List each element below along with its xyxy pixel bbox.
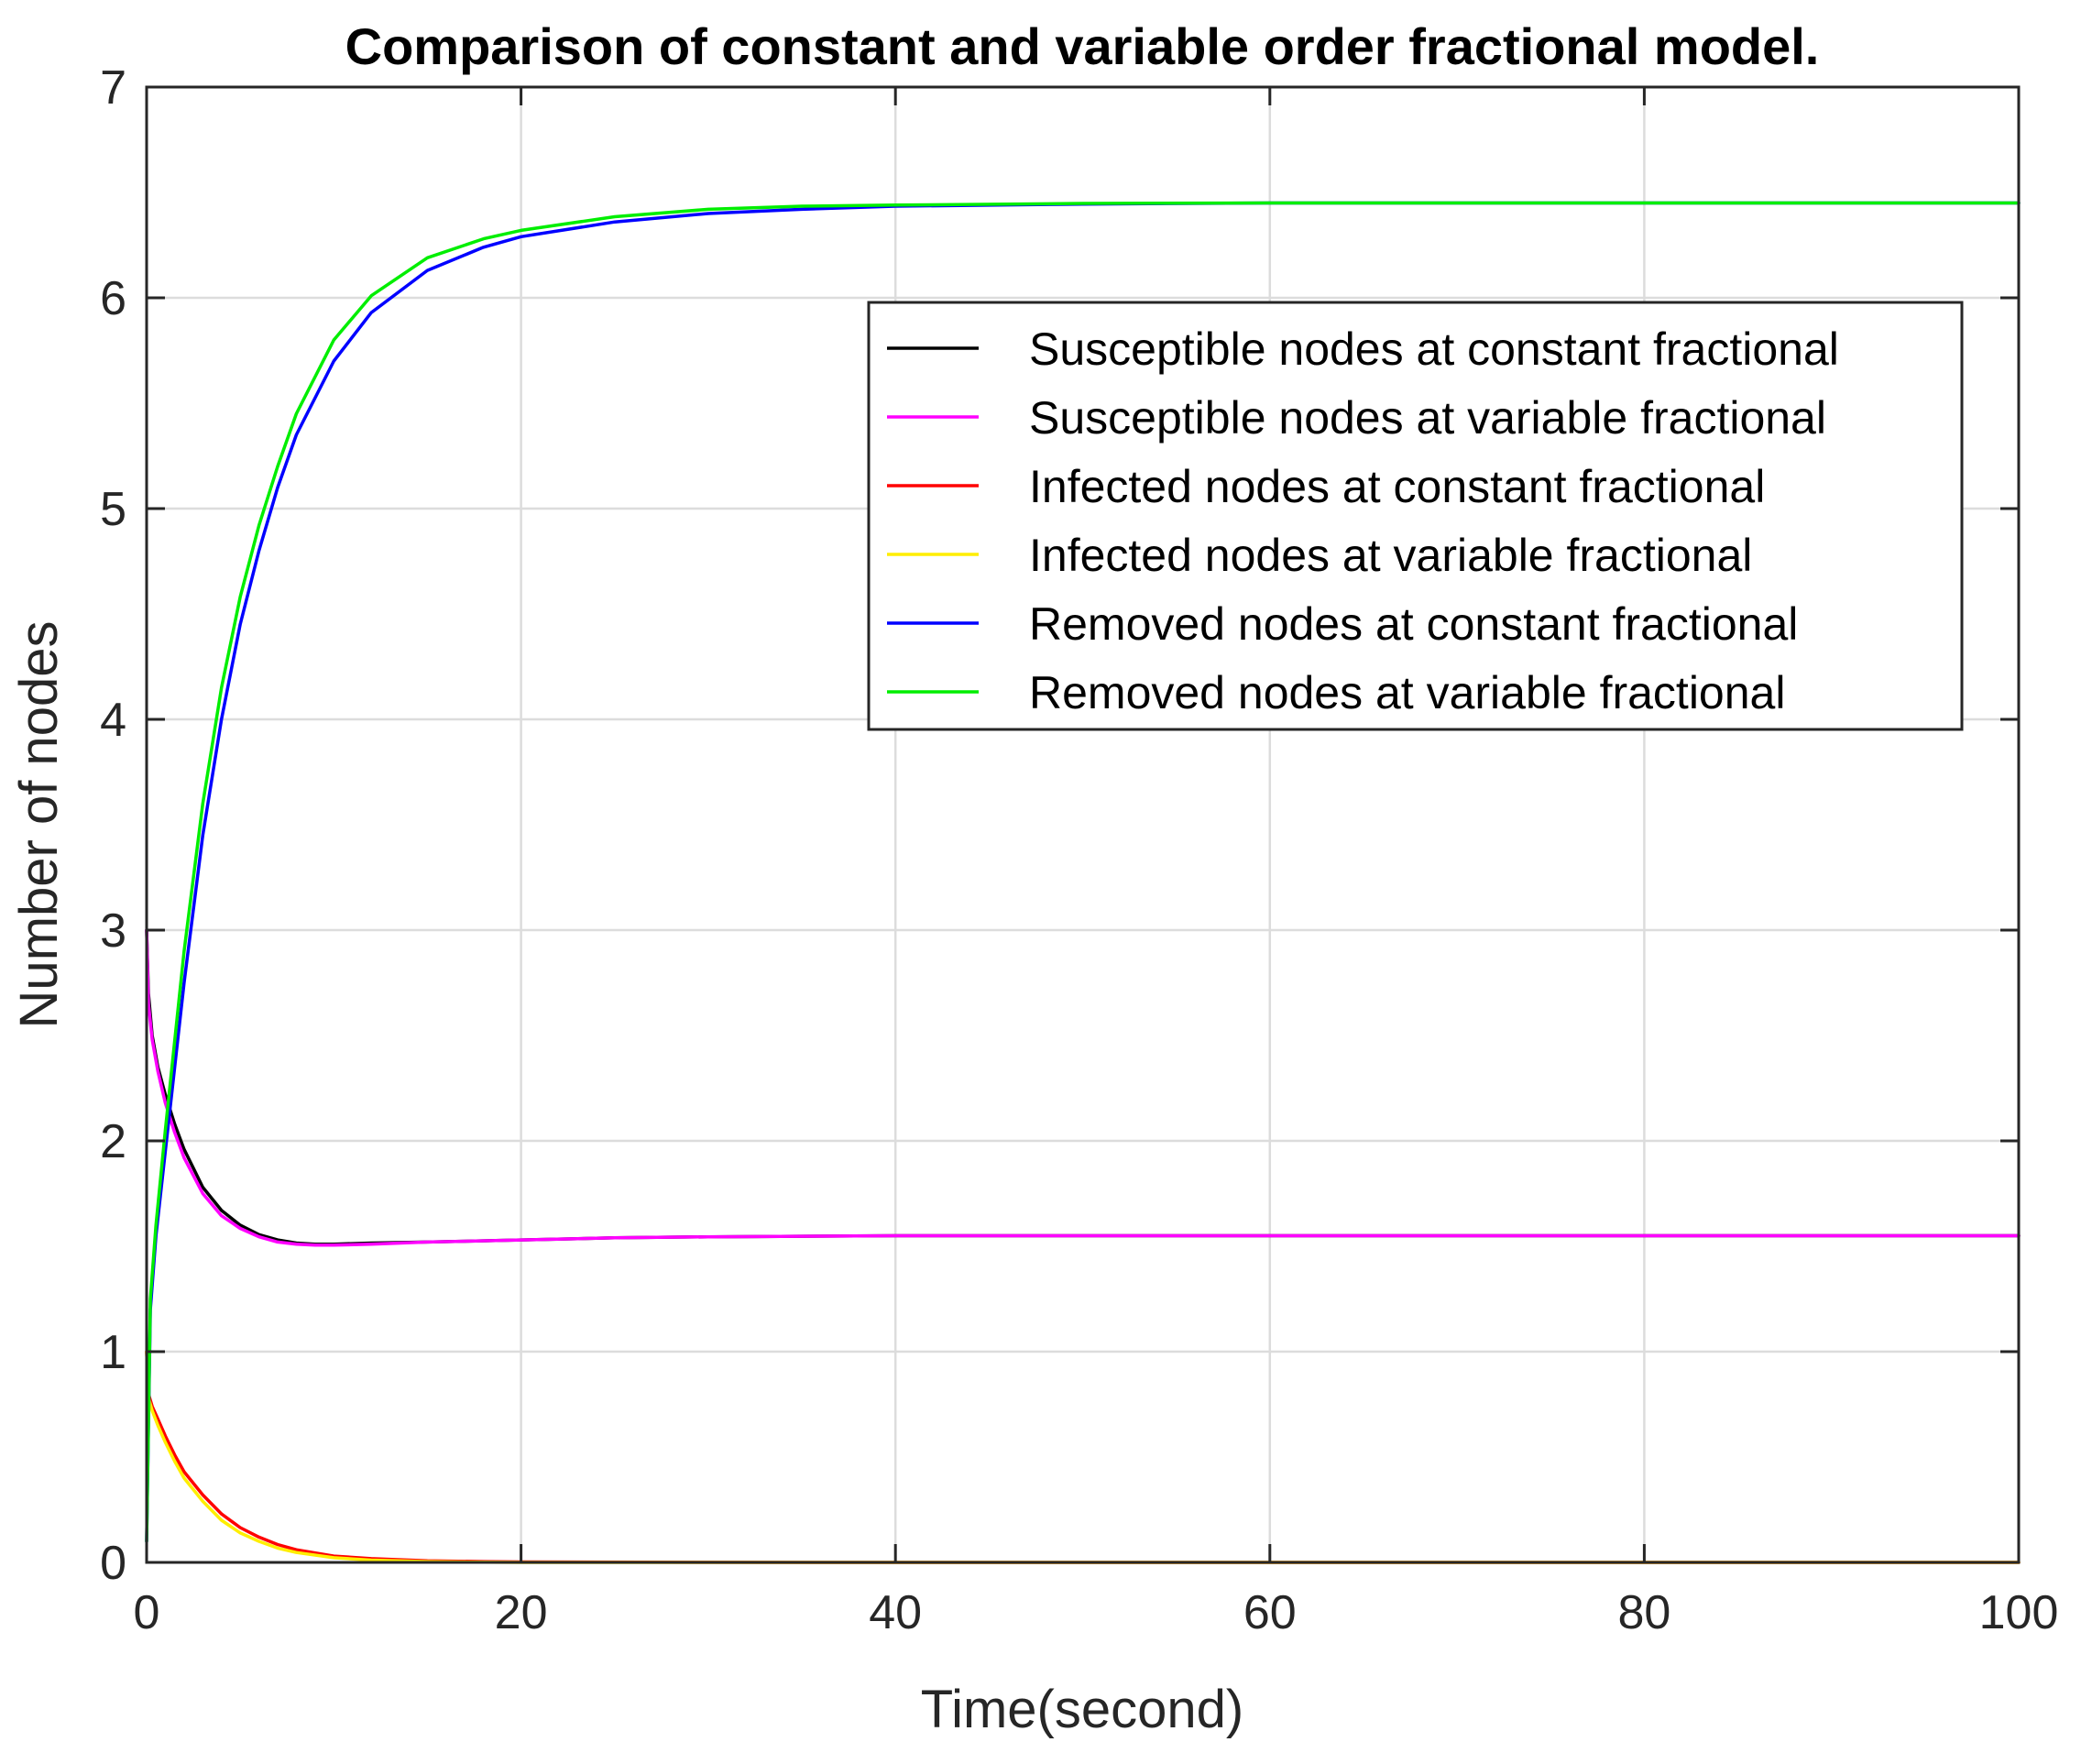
y-tick-label: 0 — [100, 1537, 126, 1590]
y-axis-label: Number of nodes — [9, 621, 69, 1029]
y-tick-label: 6 — [100, 272, 126, 325]
series-layer — [145, 201, 2021, 1564]
legend-label-1: Susceptible nodes at constant fractional — [1029, 323, 1839, 375]
series-line-2 — [145, 928, 2021, 1247]
legend-label-5: Removed nodes at constant fractional — [1029, 598, 1798, 650]
y-tick-label: 2 — [100, 1115, 126, 1168]
x-tick-label: 80 — [1617, 1586, 1670, 1639]
x-tick-label: 0 — [134, 1586, 160, 1639]
y-tick-label: 7 — [100, 61, 126, 115]
x-tick-label: 100 — [1979, 1586, 2059, 1639]
y-tick-label: 4 — [100, 694, 126, 747]
y-tick-label: 3 — [100, 904, 126, 958]
x-tick-label: 40 — [869, 1586, 922, 1639]
y-tick-label: 1 — [100, 1326, 126, 1379]
x-tick-label: 60 — [1243, 1586, 1297, 1639]
x-axis-label: Time(second) — [921, 1680, 1243, 1739]
x-tick-label: 20 — [495, 1586, 548, 1639]
y-tick-label: 5 — [100, 483, 126, 536]
axis-ticks — [145, 85, 2021, 1564]
legend-label-6: Removed nodes at variable fractional — [1029, 667, 1785, 718]
legend: Susceptible nodes at constant fractional… — [867, 301, 1964, 731]
series-line-6 — [145, 201, 2021, 1543]
legend-box — [867, 301, 1964, 731]
legend-label-2: Susceptible nodes at variable fractional — [1029, 392, 1826, 444]
tick-labels: 0 20 40 60 80 100 0 1 2 3 4 5 6 7 — [100, 61, 2058, 1639]
axes-box — [145, 85, 2021, 1564]
legend-label-4: Infected nodes at variable fractional — [1029, 530, 1752, 581]
chart-title: Comparison of constant and variable orde… — [345, 17, 1820, 75]
legend-label-3: Infected nodes at constant fractional — [1029, 461, 1765, 512]
